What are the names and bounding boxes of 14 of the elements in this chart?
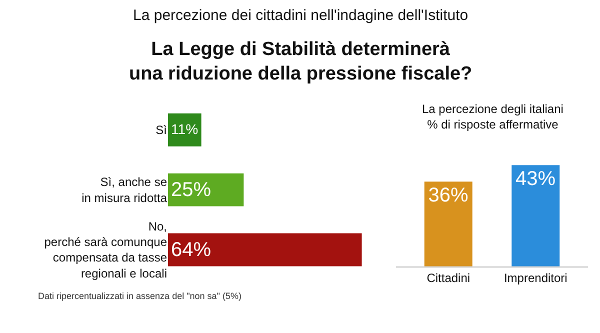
x-tick-label: Cittadini xyxy=(426,270,470,285)
data-label: 36% xyxy=(428,184,468,207)
y-tick-label: Sì, anche se in misura ridotta xyxy=(82,175,168,205)
data-label: 64% xyxy=(171,238,212,261)
chart-subtitle: La percezione dei cittadini nell'indagine dell'Istituto xyxy=(133,7,468,24)
y-tick-label: Sì xyxy=(156,123,167,138)
x-tick-label: Imprenditori xyxy=(504,270,568,285)
data-label: 43% xyxy=(516,168,556,190)
data-label: 25% xyxy=(171,178,212,201)
chart-title: La percezione degli italiani % di risposte affermative xyxy=(422,102,564,132)
text: Dati ripercentualizzati in assenza del "non sa" (5%) xyxy=(38,291,242,301)
chart-title: La Legge di Stabilità determinerà una riduzione della pressione fiscale? xyxy=(129,39,472,85)
data-label: 11% xyxy=(171,121,199,138)
y-tick-label: No, perché sarà comunque compensata da tasse regionali e locali xyxy=(44,220,168,280)
